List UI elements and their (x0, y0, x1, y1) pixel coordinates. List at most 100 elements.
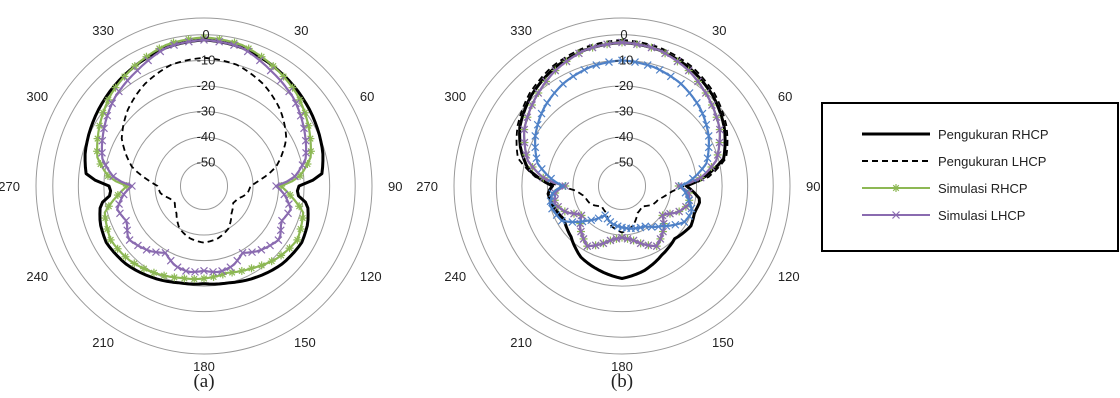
data-point-x (215, 37, 224, 46)
data-point-x (278, 216, 286, 225)
data-point-x (108, 99, 117, 108)
angle-tick-label: 120 (778, 269, 800, 284)
data-point-x (257, 245, 266, 254)
angle-tick-label: 90 (806, 179, 820, 194)
data-point-x (707, 163, 716, 171)
radial-tick-label: -30 (615, 103, 634, 118)
data-point-star (99, 108, 108, 117)
data-point-x (694, 77, 702, 86)
series-pengukuran-rhcp (83, 38, 325, 286)
legend-box (821, 102, 1119, 252)
data-point-x (98, 136, 107, 145)
polar-outer-ring (453, 17, 791, 355)
data-point-x (230, 41, 238, 50)
data-point-star (247, 264, 256, 273)
data-point-x (647, 43, 656, 52)
data-point-star (257, 261, 266, 270)
data-point-x (125, 236, 134, 244)
data-point-x (698, 109, 707, 118)
data-point-x (191, 267, 199, 276)
angle-tick-label: 30 (294, 23, 308, 38)
radial-tick-label: -20 (197, 78, 216, 93)
data-point-x (698, 165, 707, 173)
data-point-x (123, 226, 132, 235)
legend-marker-x (892, 211, 900, 219)
data-point-star (113, 244, 122, 253)
data-point-star (103, 225, 112, 234)
data-point-x (577, 227, 585, 236)
data-point-x (103, 111, 112, 120)
data-point-x (272, 182, 280, 190)
data-point-x (255, 56, 264, 65)
radial-tick-label: -10 (615, 52, 634, 67)
data-point-star (160, 271, 169, 280)
data-point-star (228, 268, 237, 277)
data-point-x (609, 220, 618, 229)
series-line (83, 38, 325, 286)
series-pengukuran-lhcp (120, 56, 288, 244)
data-point-x (677, 79, 685, 88)
data-point-x (685, 196, 693, 205)
polar-grid-ring (77, 59, 331, 313)
data-point-x (641, 222, 650, 231)
data-point-x (543, 98, 552, 107)
data-point-x (647, 223, 656, 231)
data-point-x (531, 132, 540, 140)
data-point-x (673, 57, 682, 66)
data-point-x (708, 101, 716, 109)
radial-tick-label: 0 (202, 27, 209, 42)
angle-tick-label: 60 (360, 89, 374, 104)
data-point-x (715, 125, 724, 134)
data-point-x (276, 76, 285, 85)
data-point-x (98, 148, 106, 157)
data-point-x (685, 89, 694, 97)
data-point-x (233, 256, 242, 265)
polar-grid-ring (103, 85, 305, 287)
data-point-x (285, 200, 293, 208)
data-point-x (587, 216, 596, 225)
data-point-x (636, 239, 645, 248)
angle-tick-label: 60 (778, 89, 792, 104)
data-point-x (522, 150, 531, 159)
data-point-x (238, 248, 247, 257)
data-point-x (684, 66, 693, 75)
angle-tick-label: 270 (416, 179, 438, 194)
data-point-x (675, 207, 684, 216)
series-simulasi-lhcp (98, 35, 310, 276)
data-point-x (644, 241, 653, 250)
data-point-star (113, 191, 122, 200)
polar-grid-ring (597, 161, 647, 211)
data-point-star (277, 251, 286, 260)
angle-tick-label: 120 (360, 269, 382, 284)
data-point-x (692, 98, 701, 107)
radial-tick-label: -10 (197, 52, 216, 67)
data-point-x (170, 41, 178, 50)
data-point-x (144, 56, 153, 65)
data-point-x (152, 248, 160, 257)
series-line (120, 56, 288, 244)
data-point-x (561, 182, 570, 190)
radial-tick-label: 0 (620, 27, 627, 42)
data-point-star (139, 264, 148, 273)
data-point-star (170, 273, 179, 282)
angle-tick-label: 240 (444, 269, 466, 284)
data-point-x (520, 138, 529, 147)
data-point-star (293, 235, 302, 244)
legend-item: Simulasi RHCP (862, 181, 1028, 196)
data-point-x (696, 173, 705, 182)
data-point-x (301, 136, 310, 145)
angle-tick-label: 270 (0, 179, 20, 194)
data-point-x (606, 236, 615, 245)
data-point-x (662, 222, 671, 230)
data-point-x (680, 218, 689, 226)
data-point-star (304, 121, 313, 130)
data-point-x (681, 188, 690, 197)
polar-grid-ring (154, 136, 254, 236)
data-point-star (285, 244, 294, 253)
data-point-x (156, 47, 165, 56)
data-point-x (594, 214, 603, 223)
data-point-x (200, 266, 208, 275)
data-point-x (173, 263, 182, 272)
data-point-x (266, 66, 275, 75)
data-point-x (550, 89, 559, 97)
